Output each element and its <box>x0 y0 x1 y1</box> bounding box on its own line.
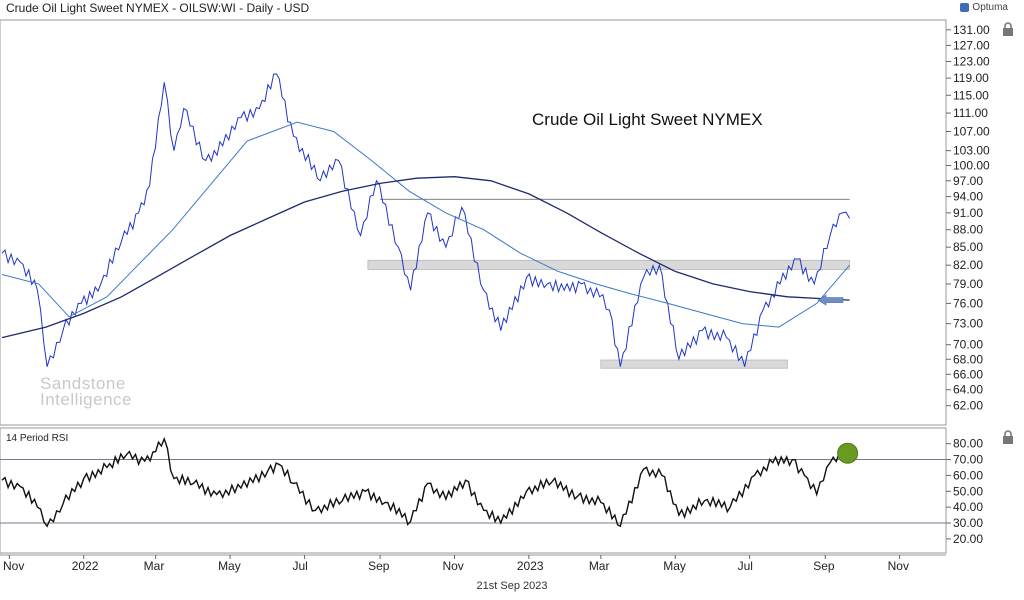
rsi-tick-label: 40.00 <box>953 500 983 514</box>
price-tick-label: 131.00 <box>953 23 990 37</box>
price-tick-label: 123.00 <box>953 54 990 68</box>
price-tick-label: 73.00 <box>953 317 983 331</box>
optuma-logo-icon <box>960 3 970 12</box>
moving-average-long-line <box>1 176 850 339</box>
brand-name: Optuma <box>972 2 1008 13</box>
price-tick-label: 85.00 <box>953 240 983 254</box>
rsi-lock-icon[interactable] <box>1003 430 1013 444</box>
price-tick-label: 88.00 <box>953 223 983 237</box>
price-tick-label: 82.00 <box>953 258 983 272</box>
lock-icon[interactable] <box>1003 22 1013 36</box>
rsi-panel <box>0 427 947 554</box>
price-tick-label: 103.00 <box>953 144 990 158</box>
chart-title: Crude Oil Light Sweet NYMEX - OILSW:WI -… <box>6 1 310 15</box>
x-tick-label: May <box>663 559 686 573</box>
x-tick-label: Mar <box>144 559 165 573</box>
price-tick-label: 100.00 <box>953 158 990 172</box>
price-tick-label: 107.00 <box>953 125 990 139</box>
x-tick-label: Sep <box>813 559 835 573</box>
arrow-icon <box>817 294 844 306</box>
rsi-tick-label: 50.00 <box>953 484 983 498</box>
x-tick-label: Nov <box>888 559 909 573</box>
x-tick-label: 2022 <box>72 559 99 573</box>
price-tick-label: 111.00 <box>953 106 988 120</box>
zone-band-2 <box>600 359 788 369</box>
price-tick-label: 76.00 <box>953 296 983 310</box>
brand-logo: Optuma <box>960 2 1008 13</box>
price-panel <box>0 19 947 426</box>
price-tick-label: 127.00 <box>953 38 990 52</box>
rsi-highlight-marker <box>837 442 859 464</box>
support-resistance-zones <box>367 259 851 369</box>
price-tick-label: 97.00 <box>953 174 983 188</box>
price-tick-label: 115.00 <box>953 88 989 102</box>
price-tick-label: 66.00 <box>953 367 983 381</box>
price-tick-label: 79.00 <box>953 277 983 291</box>
x-tick-label: Jul <box>738 559 753 573</box>
price-tick-label: 119.00 <box>953 71 989 85</box>
watermark: Sandstone Intelligence <box>40 374 133 409</box>
watermark-line-2: Intelligence <box>40 390 133 409</box>
rsi-tick-label: 70.00 <box>953 453 983 467</box>
x-tick-label: Mar <box>589 559 610 573</box>
price-line <box>1 73 851 367</box>
chart-lines <box>0 73 946 528</box>
moving-average-short-line <box>1 121 850 328</box>
x-tick-label: Jul <box>292 559 307 573</box>
price-tick-label: 70.00 <box>953 338 983 352</box>
zone-band-1 <box>367 259 851 270</box>
date-footer: 21st Sep 2023 <box>476 580 548 592</box>
watermark-line-1: Sandstone <box>40 374 126 393</box>
x-tick-label: 2023 <box>517 559 544 573</box>
x-tick-label: Sep <box>368 559 390 573</box>
price-tick-label: 68.00 <box>953 352 983 366</box>
price-tick-label: 91.00 <box>953 206 983 220</box>
price-tick-label: 64.00 <box>953 383 983 397</box>
price-series-title: Crude Oil Light Sweet NYMEX <box>532 110 763 129</box>
price-tick-label: 62.00 <box>953 399 983 413</box>
rsi-tick-label: 60.00 <box>953 468 983 482</box>
rsi-tick-label: 20.00 <box>953 532 983 546</box>
x-tick-label: Nov <box>3 559 24 573</box>
rsi-title: 14 Period RSI <box>6 433 68 444</box>
x-tick-label: Nov <box>442 559 463 573</box>
price-tick-label: 94.00 <box>953 190 983 204</box>
rsi-tick-label: 30.00 <box>953 516 983 530</box>
rsi-tick-label: 80.00 <box>953 437 983 451</box>
rsi-line <box>1 436 851 528</box>
x-tick-label: May <box>218 559 241 573</box>
